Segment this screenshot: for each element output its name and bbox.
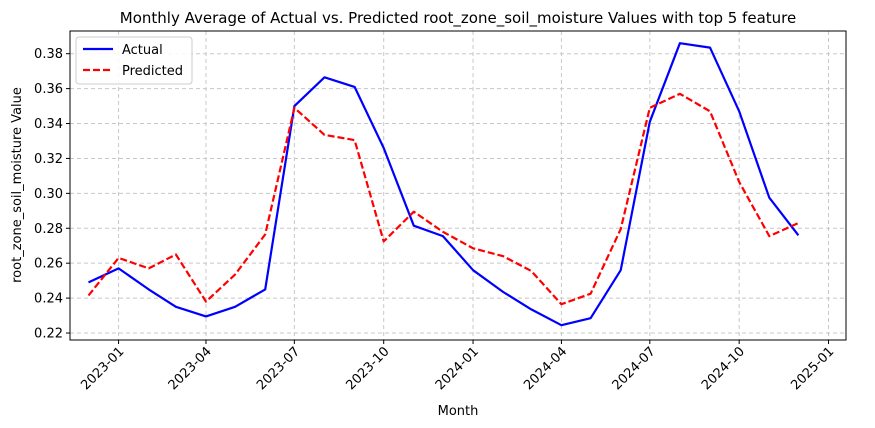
- x-tick-label: 2025-01: [788, 344, 837, 393]
- series-layer: [87, 42, 800, 327]
- x-tick-label: 2023-07: [254, 344, 303, 393]
- y-tick-label: 0.38: [34, 47, 63, 62]
- legend: Actual Predicted: [75, 36, 193, 85]
- x-tick-label: 2024-01: [433, 344, 482, 393]
- x-tick-label: 2024-07: [610, 344, 659, 393]
- y-tick-label: 0.34: [34, 117, 63, 132]
- series-line-actual: [88, 42, 800, 327]
- y-axis-label: root_zone_soil_moisture Value: [10, 87, 25, 283]
- series-line-predicted: [87, 92, 799, 306]
- y-tick-label: 0.26: [34, 257, 63, 272]
- y-axis: 0.22 0.24 0.26 0.28 0.30 0.32 0.34 0.36 0.38: [34, 47, 70, 342]
- x-axis-label: Month: [438, 404, 479, 419]
- x-tick-label: 2023-01: [78, 344, 127, 393]
- y-tick-label: 0.22: [34, 327, 63, 342]
- y-tick-label: 0.32: [34, 152, 63, 167]
- x-tick-label: 2023-04: [166, 344, 215, 393]
- y-tick-label: 0.24: [34, 292, 63, 307]
- x-axis: 2023-01 2023-04 2023-07 2023-10 2024-01 2024-…: [78, 340, 837, 393]
- x-tick-label: 2024-04: [521, 344, 570, 393]
- plot-frame: [69, 30, 847, 341]
- y-tick-label: 0.30: [34, 187, 63, 202]
- y-tick-label: 0.28: [34, 222, 63, 237]
- x-tick-label: 2024-10: [699, 344, 748, 393]
- grid: [70, 31, 846, 340]
- legend-label-actual: Actual: [122, 43, 163, 58]
- legend-label-predicted: Predicted: [122, 64, 183, 79]
- x-tick-label: 2023-10: [344, 344, 393, 393]
- y-tick-label: 0.36: [34, 82, 63, 97]
- chart-title: Monthly Average of Actual vs. Predicted …: [120, 9, 796, 28]
